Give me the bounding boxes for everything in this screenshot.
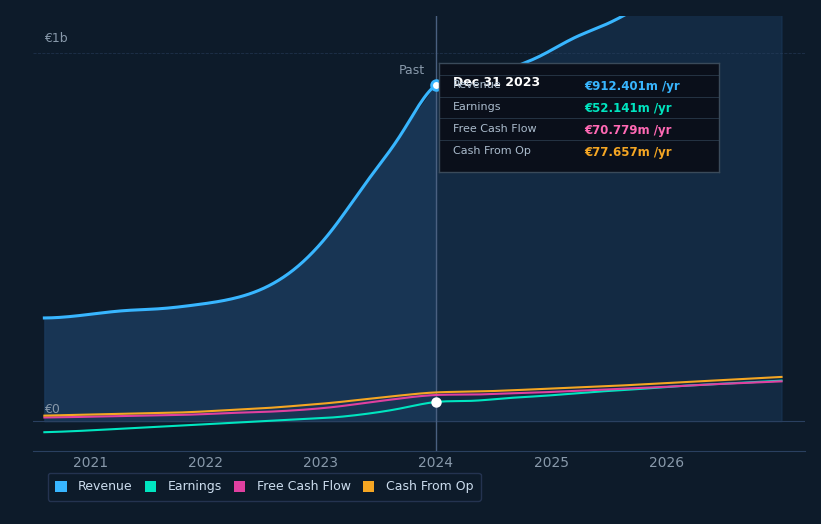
Text: Analysts Forecasts: Analysts Forecasts: [447, 64, 564, 78]
Legend: Revenue, Earnings, Free Cash Flow, Cash From Op: Revenue, Earnings, Free Cash Flow, Cash …: [48, 473, 481, 501]
Text: Cash From Op: Cash From Op: [452, 146, 530, 156]
Text: €0: €0: [44, 402, 60, 416]
Text: Earnings: Earnings: [452, 102, 501, 112]
Text: €70.779m /yr: €70.779m /yr: [585, 124, 672, 137]
Text: Revenue: Revenue: [452, 80, 502, 90]
Text: Past: Past: [398, 64, 424, 78]
Text: €912.401m /yr: €912.401m /yr: [585, 80, 680, 93]
Text: Free Cash Flow: Free Cash Flow: [452, 124, 536, 134]
Text: €52.141m /yr: €52.141m /yr: [585, 102, 672, 115]
Text: €1b: €1b: [44, 32, 68, 45]
Text: Dec 31 2023: Dec 31 2023: [452, 76, 539, 89]
Text: €77.657m /yr: €77.657m /yr: [585, 146, 672, 159]
